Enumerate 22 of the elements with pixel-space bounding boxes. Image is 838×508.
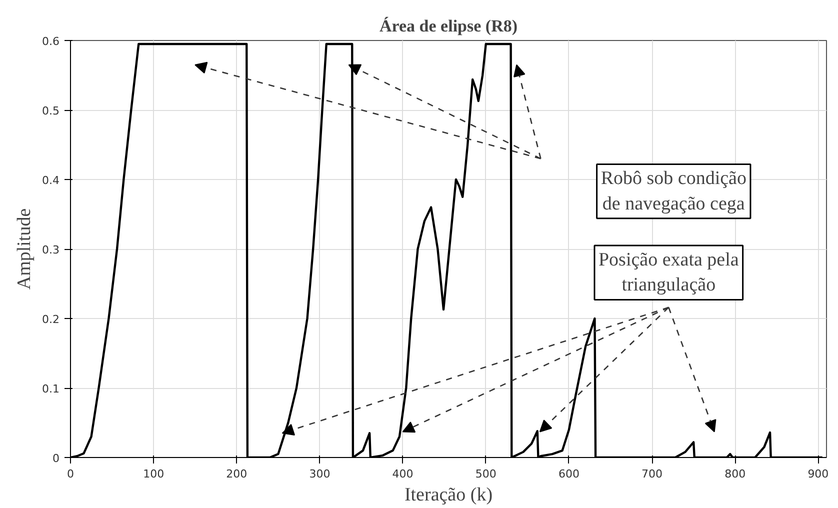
y-tick-label: 0.5 (42, 104, 60, 118)
y-axis-title: Amplitude (14, 208, 36, 290)
x-tick-label: 0 (67, 468, 74, 480)
x-tick-label: 400 (392, 468, 414, 480)
x-tick-label: 500 (475, 468, 496, 480)
x-tick-label: 700 (642, 468, 663, 480)
y-tick-label: 0.1 (42, 382, 60, 396)
y-tick-label: 0.4 (42, 174, 60, 187)
x-tick-label: 100 (143, 468, 164, 480)
y-tick-label: 0.6 (42, 35, 60, 48)
y-tick-label: 0.3 (42, 244, 60, 256)
chart-title: Área de elipse (R8) (379, 16, 518, 36)
annotation: Robô sob condição de navegação cega (600, 168, 746, 214)
x-tick-label: 300 (309, 468, 330, 480)
x-tick-label: 600 (558, 468, 580, 480)
x-tick-label: 800 (724, 468, 746, 480)
x-axis-title: Iteração (k) (404, 484, 493, 506)
annotation: Posição exata pela triangulação (598, 250, 740, 296)
x-tick-label: 200 (226, 468, 248, 480)
x-tick-label: 900 (808, 468, 829, 480)
y-tick-label: 0.2 (42, 313, 60, 326)
y-tick-label: 0 (52, 452, 60, 465)
